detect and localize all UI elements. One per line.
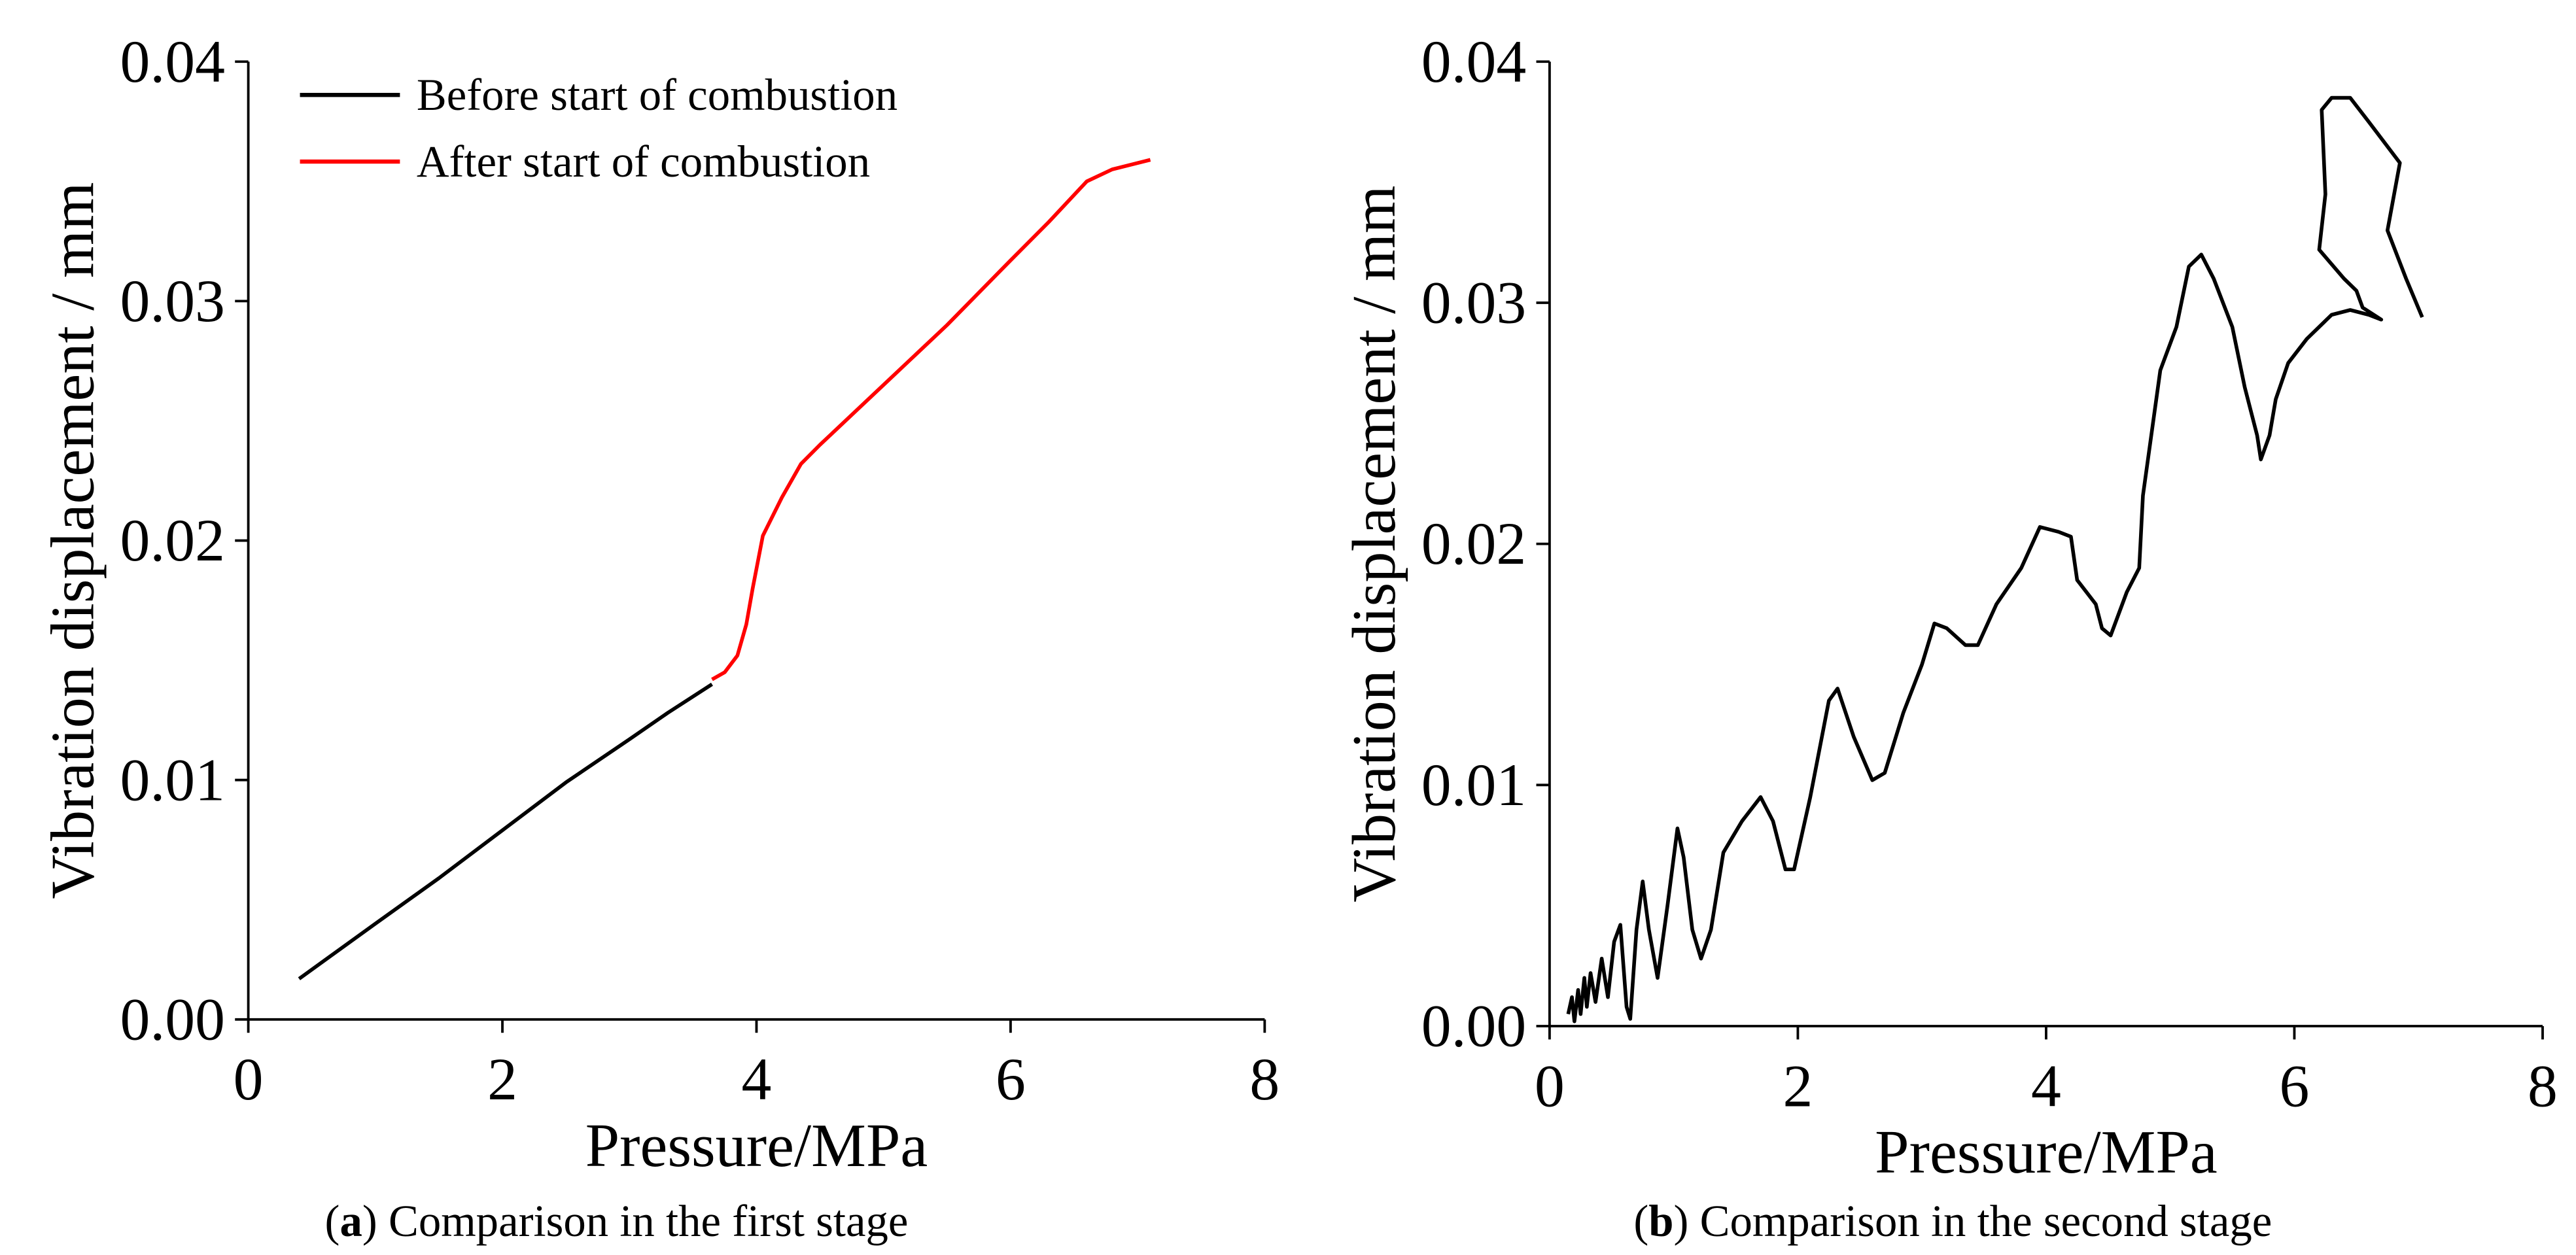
y-tick-label: 0.04 [1421,28,1526,95]
y-tick-label: 0.00 [120,986,224,1052]
caption-label: b [1648,1196,1673,1246]
y-tick-label: 0.03 [1421,269,1526,336]
x-tick-label: 6 [996,1046,1026,1112]
x-axis-title: Pressure/MPa [585,1112,928,1180]
x-tick-label: 2 [1783,1052,1813,1119]
x-axis-title: Pressure/MPa [1875,1118,2218,1186]
caption-open: ( [1633,1196,1648,1246]
legend-label: After start of combustion [417,137,870,186]
data-line [711,158,1151,681]
chart: 0 2 4 6 8 0.00 0.01 0.02 0.03 0.04 Pressure/MPa Vib… [39,28,1280,1246]
y-axis-title: Vibration displacement / mm [39,182,107,899]
legend-label: Before start of combustion [417,70,897,120]
caption-open: ( [325,1196,340,1246]
x-tick-label: 8 [1249,1046,1279,1112]
y-tick-label: 0.01 [120,746,224,813]
x-tick-label: 2 [487,1046,517,1112]
chart: 0 2 4 6 8 0.00 0.01 0.02 0.03 0.04 Pressure/MPa Vib… [1340,28,2558,1246]
y-tick-label: 0.02 [120,507,224,574]
data-line [1566,95,2424,1023]
caption-label: a [339,1196,362,1246]
caption-text: ) Comparison in the second stage [1673,1196,2272,1246]
x-tick-label: 4 [742,1046,772,1112]
x-tick-label: 6 [2280,1052,2310,1119]
x-tick-label: 0 [234,1046,264,1112]
caption: (b) Comparison in the second stage [1633,1196,2272,1246]
x-tick-label: 8 [2528,1052,2558,1119]
caption: (a) Comparison in the first stage [325,1196,909,1246]
y-tick-label: 0.00 [1421,993,1526,1059]
y-axis-title: Vibration displacement / mm [1340,186,1408,903]
x-tick-label: 4 [2031,1052,2061,1119]
x-tick-label: 0 [1535,1052,1565,1119]
caption-text: ) Comparison in the first stage [362,1196,909,1246]
y-tick-label: 0.04 [120,28,224,95]
y-tick-label: 0.02 [1421,510,1526,577]
data-line [298,682,714,980]
y-tick-label: 0.01 [1421,751,1526,818]
y-tick-label: 0.03 [120,267,224,334]
